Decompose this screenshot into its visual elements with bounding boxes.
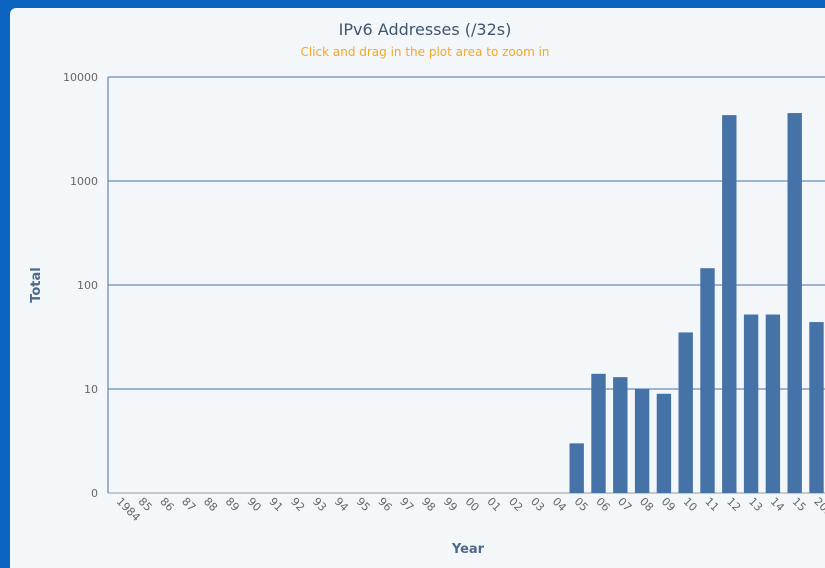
x-axis-title: Year: [451, 542, 485, 557]
y-tick-label: 0: [91, 487, 98, 500]
bar: [678, 332, 693, 493]
bar: [787, 113, 802, 494]
bar: [765, 314, 781, 493]
y-tick-label: 100: [77, 279, 98, 292]
bar: [569, 443, 584, 493]
bar: [743, 314, 759, 493]
chart-subtitle: Click and drag in the plot area to zoom …: [300, 45, 549, 59]
bar: [656, 393, 672, 493]
bar: [634, 389, 650, 493]
y-tick-label: 10: [84, 383, 98, 396]
bar: [591, 373, 606, 493]
bar: [700, 268, 715, 493]
bar: [613, 377, 628, 493]
chart-title: IPv6 Addresses (/32s): [339, 20, 512, 39]
bar: [722, 115, 737, 494]
y-tick-label: 1000: [70, 175, 98, 188]
y-axis-title: Total: [29, 267, 44, 303]
bar: [809, 322, 824, 493]
y-tick-label: 10000: [63, 71, 98, 84]
